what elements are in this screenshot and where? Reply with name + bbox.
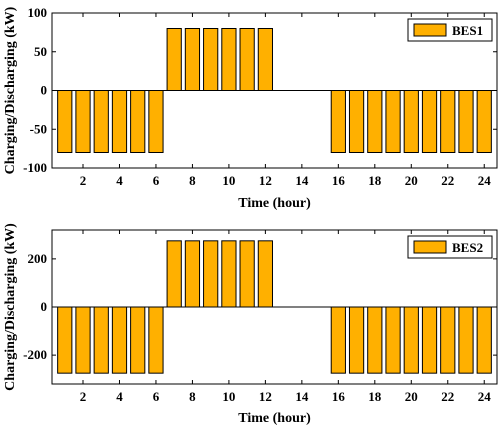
y-axis-label: Charging/Discharging (kW) [3, 223, 18, 391]
x-tick-label: 12 [259, 173, 272, 188]
y-tick-label: 100 [28, 5, 48, 20]
bar-hour-24 [476, 306, 492, 374]
bar-hour-12 [257, 240, 273, 308]
x-tick-label: 4 [116, 389, 123, 404]
x-tick-label: 18 [368, 389, 382, 404]
y-tick-label: 0 [41, 299, 48, 314]
bar-hour-17 [348, 90, 365, 153]
bar-hour-22 [440, 306, 456, 374]
x-tick-label: 20 [405, 173, 418, 188]
bar-hour-2 [75, 306, 91, 374]
bar-hour-21 [421, 306, 438, 374]
x-tick-label: 16 [332, 389, 346, 404]
bar-hour-16 [330, 306, 346, 374]
x-tick-label: 2 [80, 173, 87, 188]
y-axis-label: Charging/Discharging (kW) [3, 6, 18, 174]
bar-hour-4 [111, 306, 128, 374]
x-tick-label: 12 [259, 389, 272, 404]
bar-hour-11 [239, 240, 255, 308]
bar-hour-10 [221, 240, 237, 308]
x-axis-label: Time (hour) [238, 196, 311, 211]
y-tick-label: 200 [28, 251, 48, 266]
bar-hour-7 [166, 28, 182, 91]
bar-hour-18 [367, 306, 383, 374]
bar-hour-20 [403, 306, 419, 374]
y-tick-label: -50 [30, 121, 47, 136]
bar-hour-20 [403, 90, 419, 153]
bar-hour-8 [184, 28, 201, 91]
legend: BES1 [407, 18, 493, 42]
bar-hour-24 [476, 90, 492, 153]
bar-hour-2 [75, 90, 91, 153]
legend-label: BES1 [452, 23, 483, 38]
x-tick-label: 22 [441, 389, 454, 404]
x-tick-label: 10 [222, 173, 235, 188]
bar-hour-17 [348, 306, 365, 374]
legend-label: BES2 [452, 240, 483, 255]
bar-hour-9 [203, 240, 219, 308]
x-tick-label: 18 [368, 173, 382, 188]
bar-hour-23 [458, 306, 474, 374]
bar-hour-6 [148, 306, 164, 374]
x-tick-label: 8 [189, 389, 196, 404]
bar-hour-16 [330, 90, 346, 153]
bar-hour-7 [166, 240, 182, 308]
bar-hour-19 [385, 90, 401, 153]
legend: BES2 [407, 235, 493, 259]
bar-hour-21 [421, 90, 438, 153]
x-axis-label: Time (hour) [238, 411, 311, 426]
bar-hour-1 [57, 90, 73, 153]
x-tick-label: 10 [222, 389, 235, 404]
bar-hour-5 [130, 306, 146, 374]
bar-hour-9 [203, 28, 219, 91]
x-tick-label: 14 [295, 389, 309, 404]
legend-swatch [413, 23, 447, 37]
bar-hour-3 [93, 90, 109, 153]
x-tick-label: 24 [478, 173, 492, 188]
x-tick-label: 16 [332, 173, 346, 188]
y-tick-label: -200 [23, 347, 47, 362]
x-tick-label: 4 [116, 173, 123, 188]
y-tick-label: -100 [23, 160, 47, 175]
bar-hour-12 [257, 28, 273, 91]
x-tick-label: 14 [295, 173, 309, 188]
x-tick-label: 8 [189, 173, 196, 188]
x-tick-label: 6 [153, 173, 160, 188]
legend-swatch [413, 240, 447, 254]
bar-hour-11 [239, 28, 255, 91]
y-tick-label: 0 [41, 83, 48, 98]
bar-hour-10 [221, 28, 237, 91]
bar-hour-5 [130, 90, 146, 153]
x-tick-label: 2 [80, 389, 87, 404]
bar-hour-3 [93, 306, 109, 374]
x-tick-label: 22 [441, 173, 454, 188]
y-tick-label: 50 [34, 44, 47, 59]
bar-hour-19 [385, 306, 401, 374]
x-tick-label: 6 [153, 389, 160, 404]
bar-hour-18 [367, 90, 383, 153]
bar-hour-23 [458, 90, 474, 153]
x-tick-label: 24 [478, 389, 492, 404]
bar-hour-4 [111, 90, 128, 153]
bar-hour-6 [148, 90, 164, 153]
x-tick-label: 20 [405, 389, 418, 404]
bar-hour-22 [440, 90, 456, 153]
bar-hour-8 [184, 240, 201, 308]
bar-hour-1 [57, 306, 73, 374]
